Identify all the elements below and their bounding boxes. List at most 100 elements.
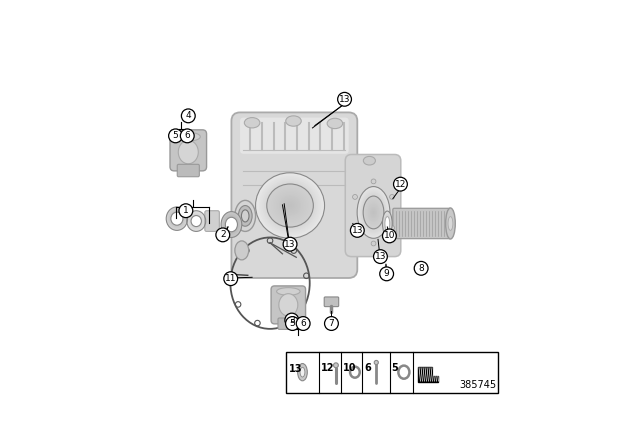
Ellipse shape — [287, 202, 293, 208]
Ellipse shape — [364, 156, 376, 165]
Ellipse shape — [367, 202, 380, 224]
Ellipse shape — [176, 133, 200, 141]
Ellipse shape — [171, 212, 183, 225]
Ellipse shape — [333, 363, 339, 368]
Ellipse shape — [289, 204, 292, 207]
Ellipse shape — [280, 196, 300, 215]
Ellipse shape — [357, 186, 390, 238]
Text: 5: 5 — [289, 319, 295, 328]
Ellipse shape — [279, 195, 301, 215]
Circle shape — [394, 177, 407, 191]
Ellipse shape — [361, 193, 386, 232]
Ellipse shape — [195, 219, 198, 223]
FancyBboxPatch shape — [271, 286, 305, 324]
Ellipse shape — [369, 206, 378, 219]
Ellipse shape — [259, 176, 321, 235]
Text: 5: 5 — [173, 131, 179, 140]
Ellipse shape — [189, 214, 203, 228]
Ellipse shape — [255, 173, 324, 238]
Ellipse shape — [285, 116, 301, 126]
Ellipse shape — [230, 222, 233, 227]
Ellipse shape — [283, 199, 297, 212]
Ellipse shape — [364, 197, 383, 228]
Text: 10: 10 — [383, 232, 395, 241]
Ellipse shape — [289, 204, 292, 207]
Ellipse shape — [172, 213, 182, 224]
Ellipse shape — [225, 217, 237, 232]
Ellipse shape — [169, 210, 185, 228]
Circle shape — [414, 262, 428, 275]
Ellipse shape — [268, 184, 312, 227]
Text: 13: 13 — [339, 95, 350, 104]
Ellipse shape — [226, 218, 237, 231]
Circle shape — [353, 225, 357, 230]
Ellipse shape — [235, 200, 255, 232]
Ellipse shape — [448, 216, 453, 230]
FancyBboxPatch shape — [240, 117, 349, 154]
FancyBboxPatch shape — [324, 297, 339, 306]
Ellipse shape — [276, 193, 304, 219]
Ellipse shape — [278, 194, 303, 217]
Ellipse shape — [167, 208, 187, 229]
Text: 385745: 385745 — [460, 380, 497, 390]
Ellipse shape — [368, 203, 380, 221]
Ellipse shape — [170, 211, 184, 227]
FancyBboxPatch shape — [177, 164, 199, 177]
Ellipse shape — [275, 191, 305, 220]
Ellipse shape — [188, 212, 205, 230]
Ellipse shape — [363, 196, 384, 229]
Ellipse shape — [369, 205, 378, 220]
FancyBboxPatch shape — [393, 208, 451, 239]
Ellipse shape — [282, 198, 298, 213]
Text: 13: 13 — [374, 252, 386, 261]
Ellipse shape — [300, 367, 305, 377]
FancyBboxPatch shape — [345, 155, 401, 257]
Ellipse shape — [284, 200, 296, 211]
FancyBboxPatch shape — [205, 211, 220, 232]
Ellipse shape — [367, 202, 380, 223]
Circle shape — [180, 129, 194, 143]
Ellipse shape — [278, 194, 302, 217]
FancyBboxPatch shape — [286, 352, 498, 392]
Text: 10: 10 — [342, 363, 356, 373]
Ellipse shape — [195, 220, 197, 222]
Ellipse shape — [276, 288, 300, 295]
FancyBboxPatch shape — [170, 130, 207, 171]
Text: 7: 7 — [328, 319, 334, 328]
Circle shape — [353, 194, 357, 199]
Ellipse shape — [285, 201, 294, 210]
Ellipse shape — [383, 212, 392, 235]
Ellipse shape — [228, 220, 235, 229]
Ellipse shape — [173, 215, 180, 223]
Text: 13: 13 — [351, 226, 363, 235]
Ellipse shape — [372, 210, 375, 215]
Text: 12: 12 — [321, 363, 335, 373]
Circle shape — [371, 179, 376, 184]
Ellipse shape — [298, 363, 307, 381]
Ellipse shape — [387, 222, 388, 225]
Ellipse shape — [269, 186, 311, 225]
Ellipse shape — [276, 193, 304, 219]
Text: 13: 13 — [289, 364, 302, 374]
Circle shape — [338, 92, 351, 106]
Ellipse shape — [193, 218, 199, 224]
Ellipse shape — [275, 191, 305, 220]
Ellipse shape — [260, 178, 319, 233]
Ellipse shape — [372, 210, 375, 215]
Circle shape — [285, 313, 299, 327]
Ellipse shape — [227, 219, 236, 230]
Ellipse shape — [367, 203, 380, 222]
Ellipse shape — [268, 185, 312, 226]
Ellipse shape — [363, 196, 384, 229]
Text: 12: 12 — [395, 180, 406, 189]
Ellipse shape — [189, 213, 204, 229]
Ellipse shape — [282, 198, 299, 214]
Circle shape — [216, 228, 230, 242]
Ellipse shape — [191, 215, 202, 227]
Ellipse shape — [222, 213, 241, 237]
Ellipse shape — [174, 216, 180, 222]
Ellipse shape — [371, 207, 377, 218]
Ellipse shape — [166, 207, 188, 230]
Circle shape — [181, 109, 195, 123]
Ellipse shape — [176, 218, 178, 220]
